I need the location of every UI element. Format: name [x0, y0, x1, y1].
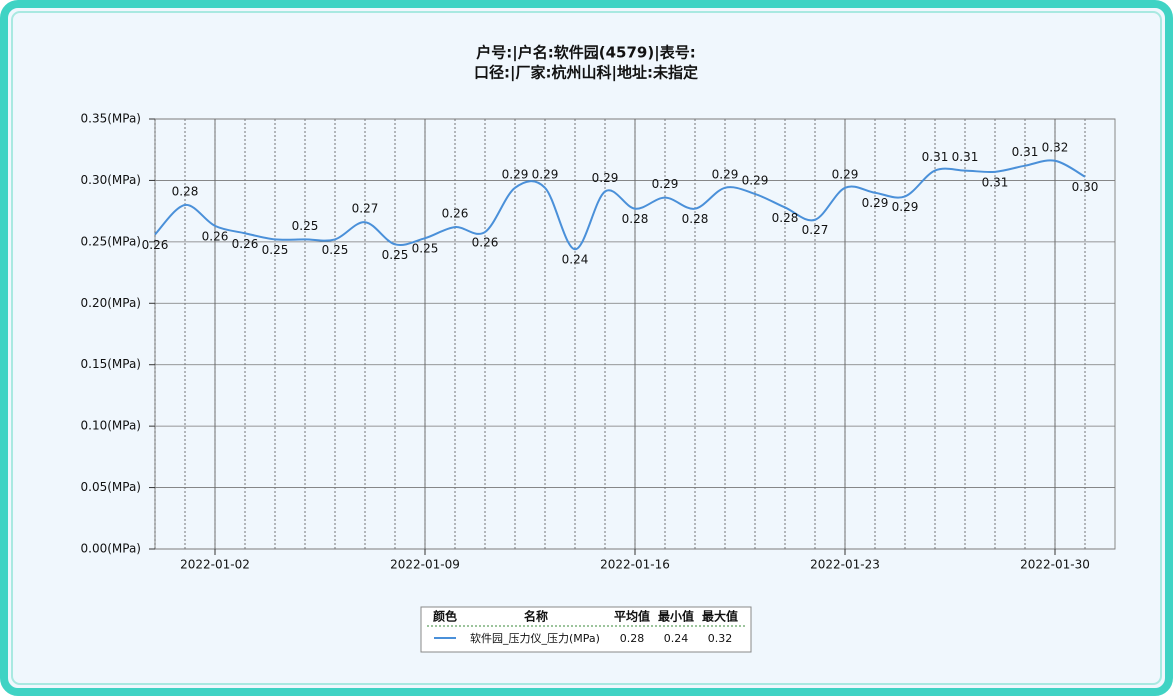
x-tick-label: 2022-01-09 [390, 558, 460, 572]
x-tick-label: 2022-01-16 [600, 558, 670, 572]
y-tick-label: 0.05(MPa) [81, 480, 142, 494]
legend-label: 软件园_压力仪_压力(MPa) [470, 631, 600, 645]
legend-header: 最小值 [658, 609, 694, 624]
y-tick-label: 0.30(MPa) [81, 173, 142, 187]
y-tick-label: 0.10(MPa) [81, 419, 142, 433]
data-label: 0.25 [292, 219, 319, 233]
data-label: 0.28 [682, 212, 709, 226]
data-label: 0.29 [712, 167, 739, 181]
y-tick-label: 0.20(MPa) [81, 296, 142, 310]
chart-title: 口径:|厂家:杭州山科|地址:未指定 [474, 64, 698, 83]
legend-box [420, 606, 752, 653]
legend-stat: 0.32 [708, 632, 733, 645]
legend-header: 名称 [524, 609, 548, 624]
data-label: 0.31 [922, 150, 949, 164]
data-label: 0.28 [772, 211, 799, 225]
data-label: 0.28 [172, 185, 199, 199]
data-label: 0.29 [532, 167, 559, 181]
data-label: 0.30 [1072, 180, 1099, 194]
x-tick-label: 2022-01-30 [1020, 558, 1090, 572]
data-label: 0.27 [352, 202, 379, 216]
legend-stat: 0.28 [620, 632, 645, 645]
data-label: 0.31 [982, 175, 1009, 189]
data-label: 0.27 [802, 223, 829, 237]
y-tick-label: 0.35(MPa) [81, 112, 142, 126]
data-label: 0.25 [322, 243, 349, 257]
legend-header: 颜色 [433, 609, 457, 624]
data-label: 0.25 [382, 248, 409, 262]
x-tick-label: 2022-01-23 [810, 558, 880, 572]
data-label: 0.26 [442, 207, 469, 221]
data-label: 0.29 [832, 167, 859, 181]
data-label: 0.29 [652, 177, 679, 191]
chart-title: 户号:|户名:软件园(4579)|表号: [476, 44, 695, 63]
data-label: 0.32 [1042, 140, 1069, 154]
inner-frame [11, 11, 1162, 685]
y-tick-label: 0.00(MPa) [81, 542, 142, 556]
data-label: 0.26 [202, 229, 229, 243]
data-label: 0.26 [472, 236, 499, 250]
y-tick-label: 0.15(MPa) [81, 357, 142, 371]
data-label: 0.25 [412, 242, 439, 256]
data-label: 0.31 [1012, 145, 1039, 159]
data-label: 0.26 [232, 237, 259, 251]
data-label: 0.29 [862, 196, 889, 210]
x-tick-label: 2022-01-02 [180, 558, 250, 572]
data-label: 0.29 [502, 167, 529, 181]
data-label: 0.24 [562, 253, 589, 267]
data-label: 0.31 [952, 150, 979, 164]
legend-header: 平均值 [614, 609, 650, 624]
legend-stat: 0.24 [664, 632, 689, 645]
data-label: 0.28 [622, 212, 649, 226]
data-label: 0.26 [142, 238, 169, 252]
y-tick-label: 0.25(MPa) [81, 234, 142, 248]
data-label: 0.25 [262, 243, 289, 257]
data-label: 0.29 [892, 200, 919, 214]
data-label: 0.29 [742, 173, 769, 187]
legend-header: 最大值 [702, 609, 738, 624]
data-label: 0.29 [592, 171, 619, 185]
line [154, 159, 1086, 251]
